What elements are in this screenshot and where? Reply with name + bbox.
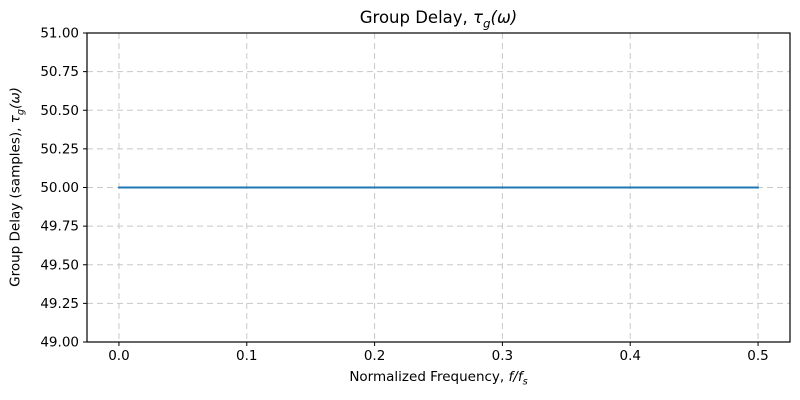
chart-title-symbol: τ [473,8,483,27]
x-tick-label: 0.3 [492,348,513,364]
x-axis-label: Normalized Frequency, f/fs [87,369,790,388]
x-axis-label-text: Normalized Frequency, [349,369,509,385]
y-tick-label: 50.25 [40,141,79,157]
y-tick-label: 49.75 [40,219,79,235]
x-axis-label-subscript: s [522,376,528,388]
x-tick-label: 0.1 [236,348,257,364]
x-axis-label-symbol: f/f [508,369,523,385]
y-tick-label: 50.75 [40,64,79,80]
x-tick-label: 0.4 [619,348,640,364]
chart-title-text: Group Delay, [359,8,474,27]
y-tick-label: 50.50 [40,103,79,119]
x-tick-label: 0.2 [364,348,385,364]
y-tick-label: 49.25 [40,296,79,312]
y-tick-label: 50.00 [40,180,79,196]
y-tick-label: 49.50 [40,257,79,273]
y-tick-label: 49.00 [40,335,79,351]
chart-title-suffix: (ω) [490,8,518,27]
x-tick-label: 0.5 [747,348,768,364]
x-tick-label: 0.0 [108,348,129,364]
chart-title: Group Delay, τg(ω) [87,8,790,30]
y-tick-label: 51.00 [40,26,79,42]
chart-title-subscript: g [482,16,491,31]
